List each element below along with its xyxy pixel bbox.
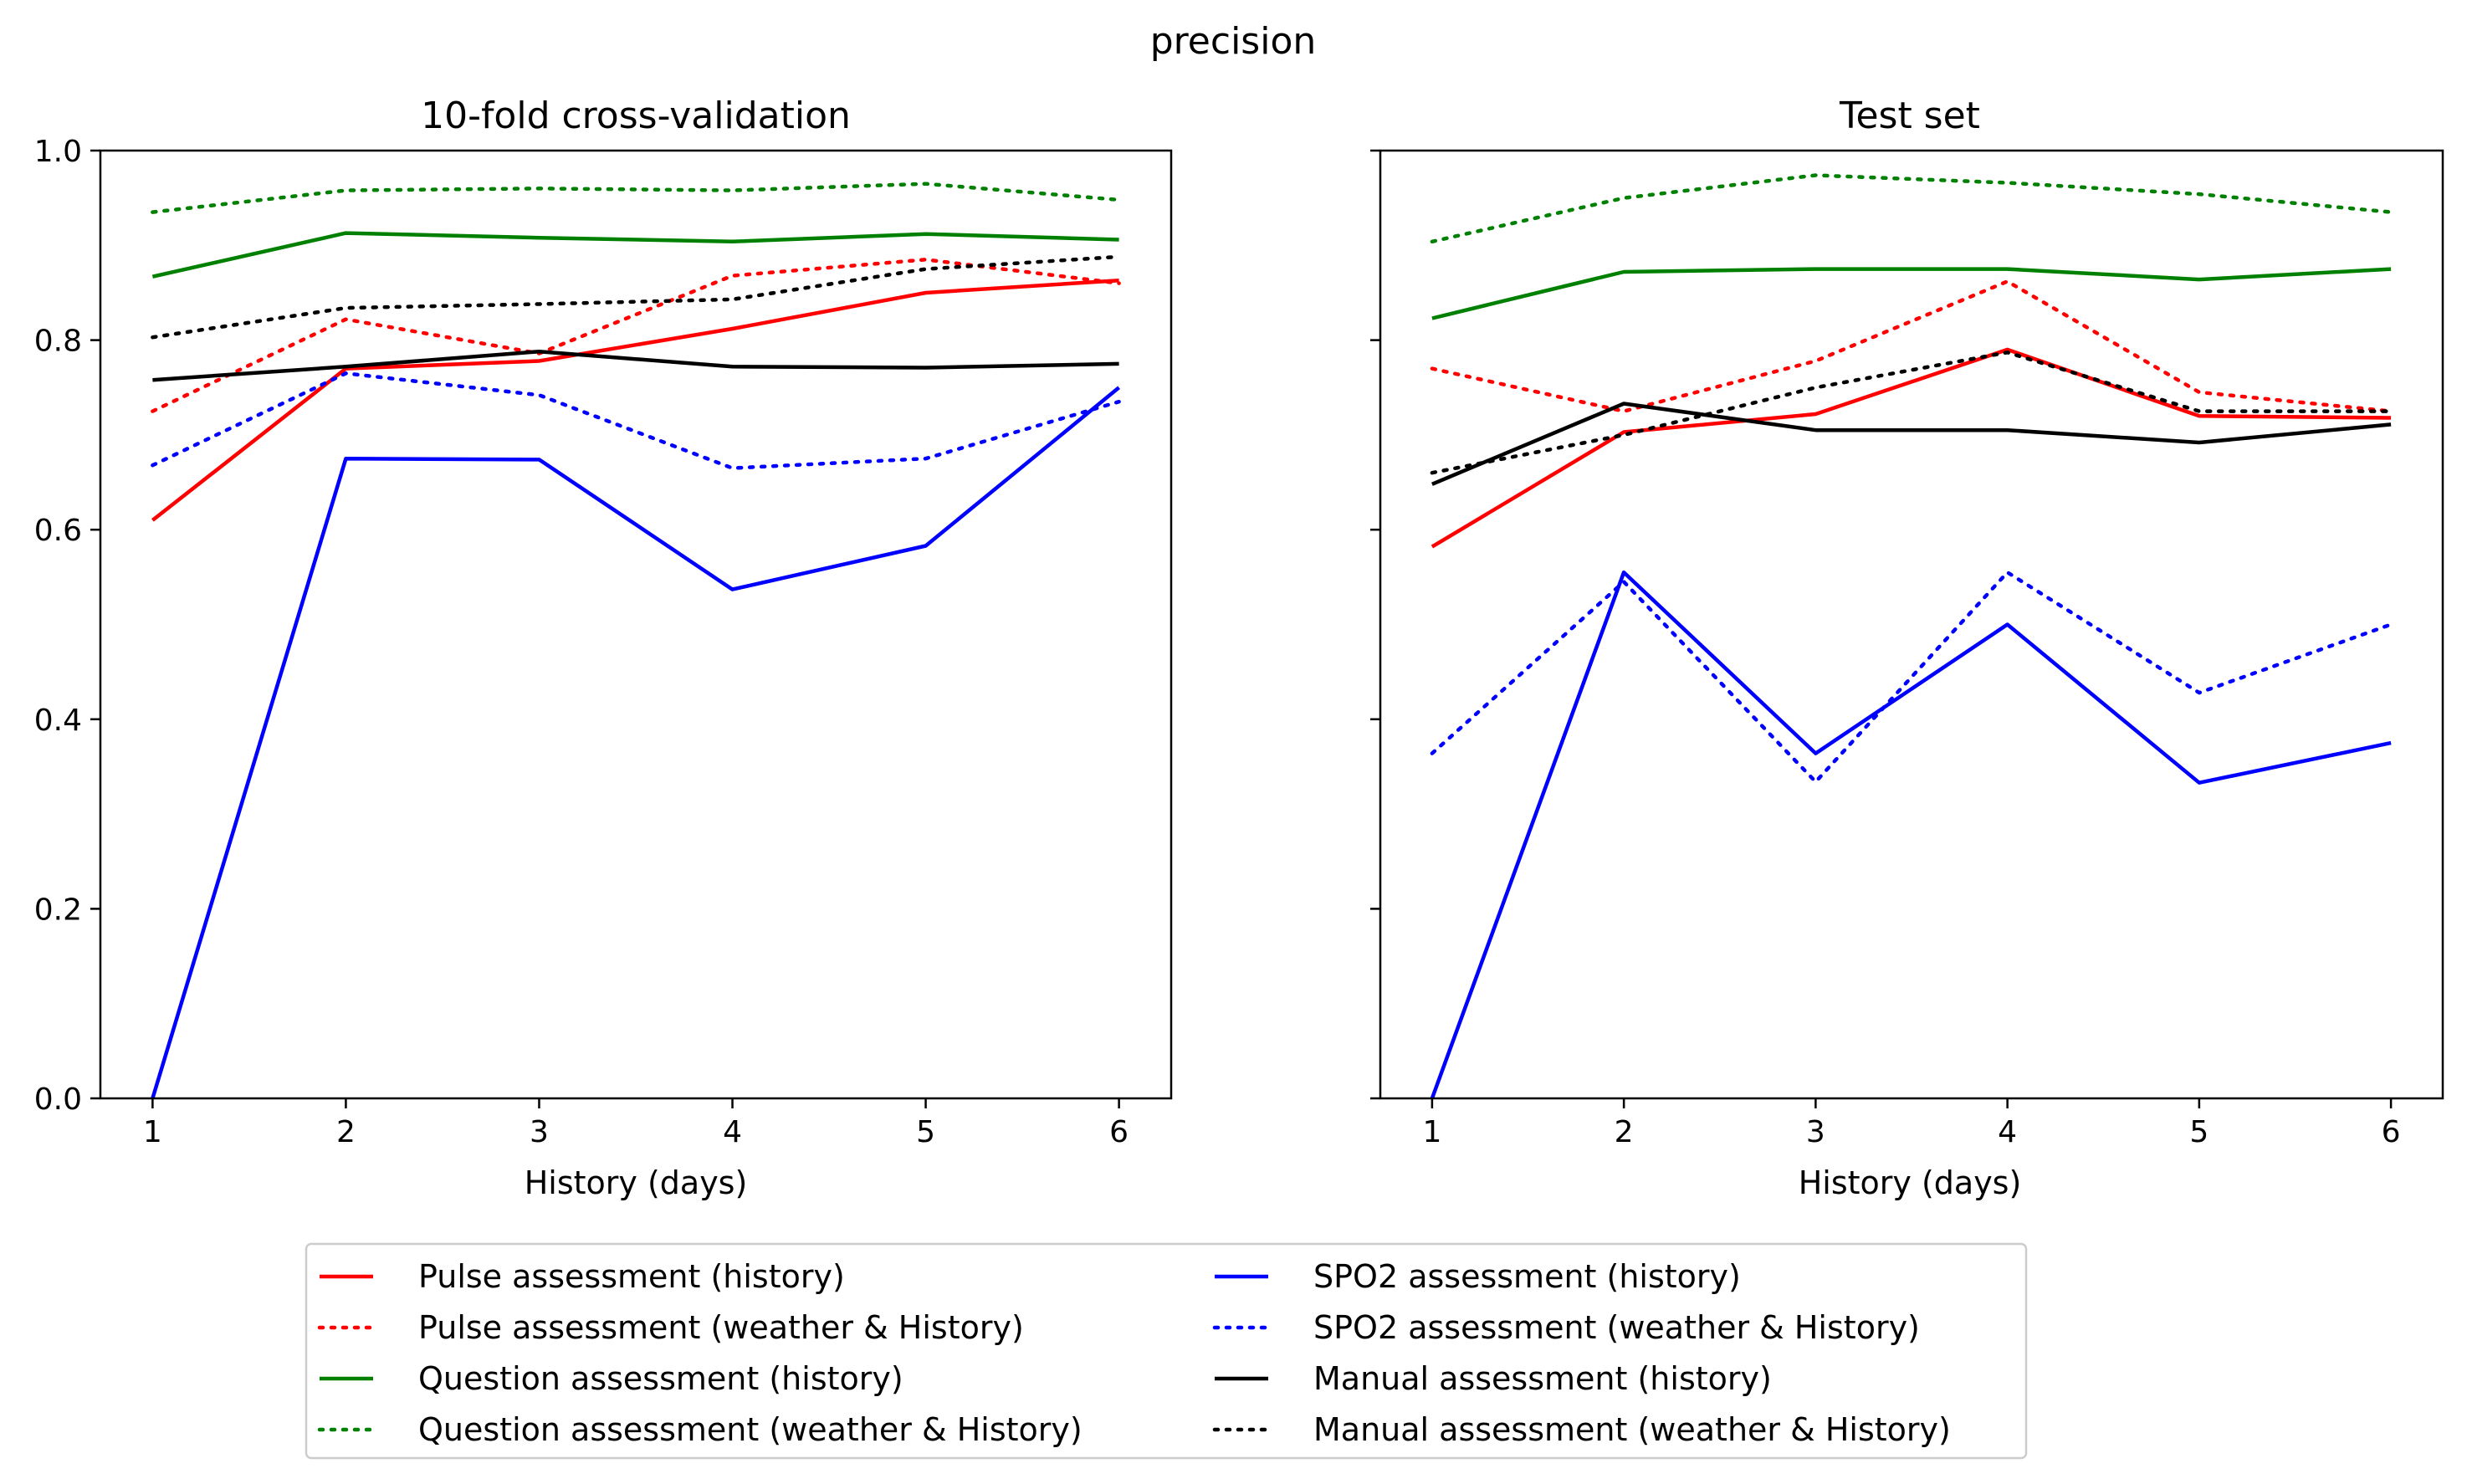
y-tick-label: 0.8 [34, 325, 82, 359]
y-ticks-test-set [1370, 149, 1380, 1100]
legend-label-question-assessment-weather-and-history: Question assessment (weather & History) [418, 1411, 1083, 1448]
x-tick-label: 4 [723, 1115, 742, 1149]
series-lines-test-set [1430, 173, 2393, 1099]
x-axis-label-test-set: History (days) [1799, 1164, 2022, 1201]
x-axis-label-cross-validation: History (days) [525, 1164, 748, 1201]
legend-label-manual-assessment-history: Manual assessment (history) [1313, 1360, 1772, 1397]
legend: Pulse assessment (history) Pulse assessme… [305, 1242, 2028, 1460]
legend-label-spo2-assessment-history: SPO2 assessment (history) [1313, 1258, 1741, 1295]
line-manual-assessment-history-cross-validation [152, 349, 1119, 382]
y-tick-label: 0.6 [34, 514, 82, 548]
line-question-assessment-weather-and-history-test-set [1430, 173, 2393, 244]
line-question-assessment-weather-and-history-cross-validation [151, 182, 1121, 214]
figure-title: precision [1150, 20, 1317, 63]
x-tick-label: 6 [1109, 1115, 1129, 1149]
panel-title-test-set: Test set [1839, 95, 1980, 137]
axes-frame-cross-validation [99, 149, 1173, 1100]
legend-label-manual-assessment-weather-and-history: Manual assessment (weather & History) [1313, 1411, 1951, 1448]
line-manual-assessment-history-test-set [1431, 402, 2392, 486]
legend-label-spo2-assessment-weather-and-history: SPO2 assessment (weather & History) [1313, 1309, 1920, 1346]
x-tick-label: 1 [143, 1115, 162, 1149]
x-tick-label: 4 [1998, 1115, 2017, 1149]
axes-frame-test-set [1379, 149, 2444, 1100]
x-tick-label: 3 [530, 1115, 549, 1149]
x-tick-label: 2 [336, 1115, 356, 1149]
line-manual-assessment-weather-and-history-test-set [1430, 351, 2393, 475]
line-spo2-assessment-weather-and-history-cross-validation [151, 371, 1121, 470]
y-tick-label: 0.0 [34, 1082, 82, 1117]
x-tick-label: 3 [1806, 1115, 1825, 1149]
y-tick-label: 0.4 [34, 704, 82, 738]
panel-title-cross-validation: 10-fold cross-validation [421, 95, 851, 137]
line-pulse-assessment-weather-and-history-cross-validation [151, 258, 1121, 413]
line-pulse-assessment-history-cross-validation [151, 278, 1119, 522]
y-tick-label: 1.0 [34, 135, 82, 169]
x-tick-label: 6 [2382, 1115, 2401, 1149]
legend-label-pulse-assessment-weather-and-history: Pulse assessment (weather & History) [418, 1309, 1024, 1346]
line-question-assessment-history-cross-validation [151, 231, 1119, 279]
x-tick-label: 5 [916, 1115, 935, 1149]
legend-label-pulse-assessment-history: Pulse assessment (history) [418, 1258, 845, 1295]
x-tick-label: 1 [1422, 1115, 1441, 1149]
x-ticks-cross-validation: 1 2 3 4 5 6 [143, 1098, 1129, 1149]
panel-test-set: Test set 1 2 3 4 5 6 History (days) [1370, 95, 2444, 1201]
x-ticks-test-set: 1 2 3 4 5 6 [1422, 1098, 2401, 1149]
y-ticks-cross-validation: 0.0 0.2 0.4 0.6 0.8 1.0 [34, 135, 100, 1117]
line-question-assessment-history-test-set [1431, 267, 2392, 320]
x-tick-label: 5 [2189, 1115, 2209, 1149]
line-spo2-assessment-history-test-set [1430, 570, 2392, 1099]
line-spo2-assessment-history-cross-validation [151, 386, 1121, 1099]
line-manual-assessment-weather-and-history-cross-validation [151, 254, 1121, 340]
series-lines-cross-validation [151, 182, 1121, 1099]
y-tick-label: 0.2 [34, 893, 82, 927]
line-pulse-assessment-history-test-set [1431, 347, 2392, 549]
x-tick-label: 2 [1615, 1115, 1634, 1149]
legend-box [305, 1242, 2028, 1460]
legend-label-question-assessment-history: Question assessment (history) [418, 1360, 903, 1397]
line-pulse-assessment-weather-and-history-test-set [1430, 279, 2393, 413]
line-spo2-assessment-weather-and-history-test-set [1430, 570, 2393, 784]
